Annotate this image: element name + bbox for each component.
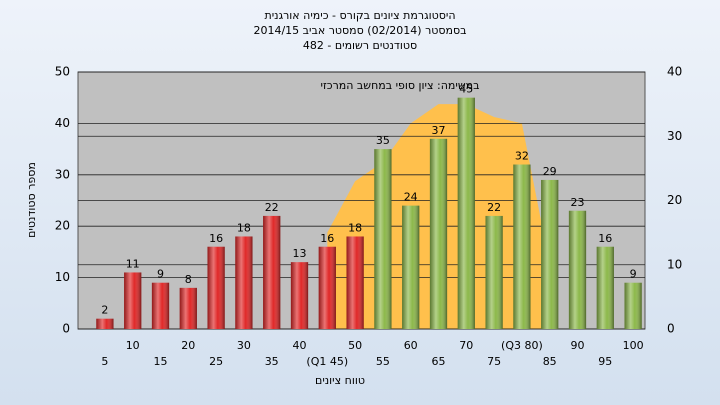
value-label: 29 [543, 165, 557, 178]
y2-tick-label: 10 [667, 257, 682, 271]
bar-shade [96, 318, 114, 329]
bar-shade [346, 236, 364, 329]
bar-shade [235, 236, 253, 329]
x-tick-label: 55 [376, 355, 390, 368]
x-tick-label: 10 [126, 339, 140, 352]
x-tick-label: 40 [293, 339, 307, 352]
x-tick-label: (Q3 80) [501, 339, 543, 352]
x-tick-label: 65 [432, 355, 446, 368]
bar-shade [429, 138, 448, 329]
value-label: 45 [459, 83, 473, 96]
y2-tick-label: 0 [667, 322, 675, 336]
value-label: 24 [404, 191, 418, 204]
x-tick-label: 50 [348, 339, 362, 352]
value-label: 16 [598, 232, 612, 245]
value-label: 8 [185, 273, 192, 286]
bar-shade [457, 97, 475, 329]
x-tick-label: 90 [571, 339, 585, 352]
x-tick-label: 85 [543, 355, 557, 368]
y2-tick-label: 40 [667, 65, 682, 79]
x-tick-label: 60 [404, 339, 418, 352]
bar-shade [318, 246, 336, 329]
bar-shade [290, 262, 309, 329]
x-tick-label: 5 [101, 355, 108, 368]
x-tick-label: (Q1 45) [306, 355, 348, 368]
x-tick-label: 20 [181, 339, 195, 352]
y-tick-label: 0 [62, 322, 70, 336]
value-label: 9 [157, 268, 164, 281]
bar-shade [541, 179, 559, 329]
value-label: 37 [432, 124, 446, 137]
value-label: 22 [265, 201, 279, 214]
y-tick-label: 40 [55, 116, 70, 130]
bar-shade [568, 210, 587, 329]
value-label: 23 [571, 196, 585, 209]
y-tick-label: 50 [55, 65, 70, 79]
value-label: 32 [515, 150, 529, 163]
y2-tick-label: 30 [667, 129, 682, 143]
y-axis-title: מספר סטודנטים [25, 162, 38, 238]
value-label: 22 [487, 201, 501, 214]
value-label: 16 [209, 232, 223, 245]
value-label: 13 [293, 247, 307, 260]
x-tick-label: 35 [265, 355, 279, 368]
x-tick-label: 95 [598, 355, 612, 368]
annotation: במשימה: ציון סופי במחשב המרכזי [320, 79, 479, 92]
x-axis-title: טווח ציונים [315, 374, 365, 387]
bar-shade [124, 272, 142, 329]
x-tick-label: 30 [237, 339, 251, 352]
x-tick-label: 75 [487, 355, 501, 368]
y-tick-label: 30 [55, 167, 70, 181]
value-label: 18 [237, 221, 251, 234]
bar-shade [179, 287, 197, 329]
bar-shade [402, 205, 420, 329]
chart-subtitle: סטודנטים רשומים - 482 [303, 39, 417, 52]
bar-shade [513, 164, 531, 329]
chart-title: היסטוגרמת ציונים בקורס - כימיה אורגנית [264, 9, 455, 22]
bar-shade [151, 282, 170, 329]
bar-shade [374, 149, 392, 329]
bar-shade [207, 246, 225, 329]
x-tick-label: 70 [459, 339, 473, 352]
value-label: 11 [126, 257, 140, 270]
bar-shade [263, 215, 281, 329]
bar-shade [596, 246, 614, 329]
value-label: 9 [630, 268, 637, 281]
chart-subtitle: בסמסטר (02/2014) סמסטר אביב 2014/15 [253, 24, 466, 37]
value-label: 2 [101, 304, 108, 317]
bar-shade [485, 215, 503, 329]
value-label: 18 [348, 221, 362, 234]
x-tick-label: 100 [623, 339, 644, 352]
y-tick-label: 10 [55, 270, 70, 284]
value-label: 16 [320, 232, 334, 245]
y2-tick-label: 20 [667, 193, 682, 207]
y-tick-label: 20 [55, 219, 70, 233]
bar-shade [624, 282, 642, 329]
value-label: 35 [376, 134, 390, 147]
x-tick-label: 15 [154, 355, 168, 368]
x-tick-label: 25 [209, 355, 223, 368]
